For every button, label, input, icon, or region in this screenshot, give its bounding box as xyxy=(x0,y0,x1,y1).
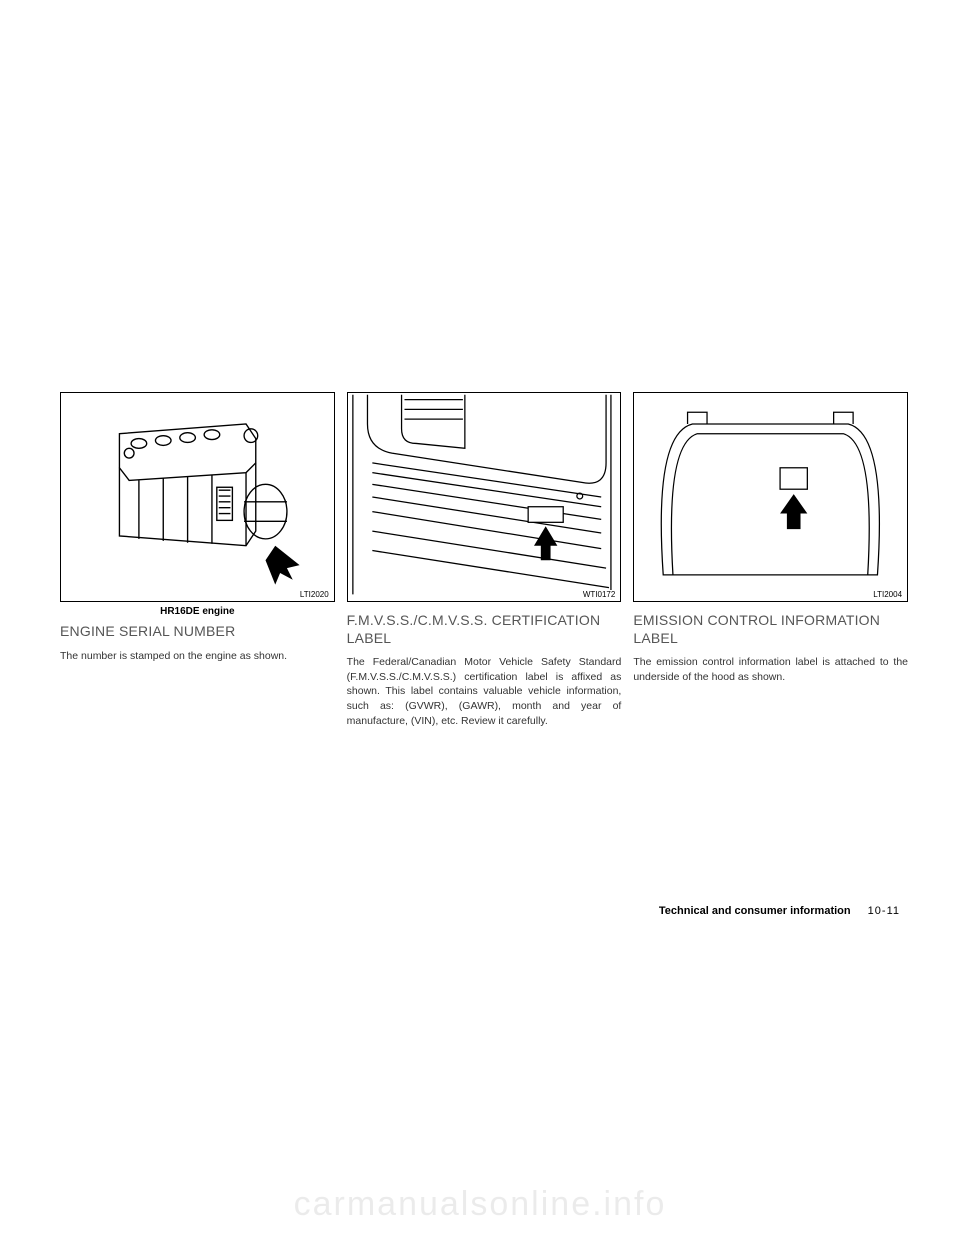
body-text: The number is stamped on the engine as s… xyxy=(60,649,335,664)
column-3: LTI2004 EMISSION CONTROL INFORMATION LAB… xyxy=(633,392,908,728)
figure-code: LTI2004 xyxy=(872,590,903,599)
figure-hood: LTI2004 xyxy=(633,392,908,602)
column-2: WTI0172 F.M.V.S.S./C.M.V.S.S. CERTIFICAT… xyxy=(347,392,622,728)
section-title: EMISSION CONTROL INFORMATION LABEL xyxy=(633,612,908,647)
column-1: LTI2020 HR16DE engine ENGINE SERIAL NUMB… xyxy=(60,392,335,728)
watermark-text: carmanualsonline.info xyxy=(0,1185,960,1224)
footer-section-title: Technical and consumer information xyxy=(659,905,851,917)
figure-door-sill: WTI0172 xyxy=(347,392,622,602)
engine-illustration xyxy=(61,393,334,601)
three-column-layout: LTI2020 HR16DE engine ENGINE SERIAL NUMB… xyxy=(60,392,908,728)
figure-code: LTI2020 xyxy=(299,590,330,599)
page-footer: Technical and consumer information 10-11 xyxy=(659,905,900,917)
figure-code: WTI0172 xyxy=(582,590,616,599)
figure-engine: LTI2020 xyxy=(60,392,335,602)
figure-caption: HR16DE engine xyxy=(60,606,335,617)
footer-page-number: 10-11 xyxy=(868,905,900,917)
section-title: ENGINE SERIAL NUMBER xyxy=(60,623,335,641)
hood-illustration xyxy=(634,393,907,601)
section-title: F.M.V.S.S./C.M.V.S.S. CERTIFICATION LABE… xyxy=(347,612,622,647)
body-text: The Federal/Canadian Motor Vehicle Safet… xyxy=(347,655,622,728)
body-text: The emission control information label i… xyxy=(633,655,908,684)
manual-page: LTI2020 HR16DE engine ENGINE SERIAL NUMB… xyxy=(0,0,960,1242)
door-sill-illustration xyxy=(348,393,621,601)
